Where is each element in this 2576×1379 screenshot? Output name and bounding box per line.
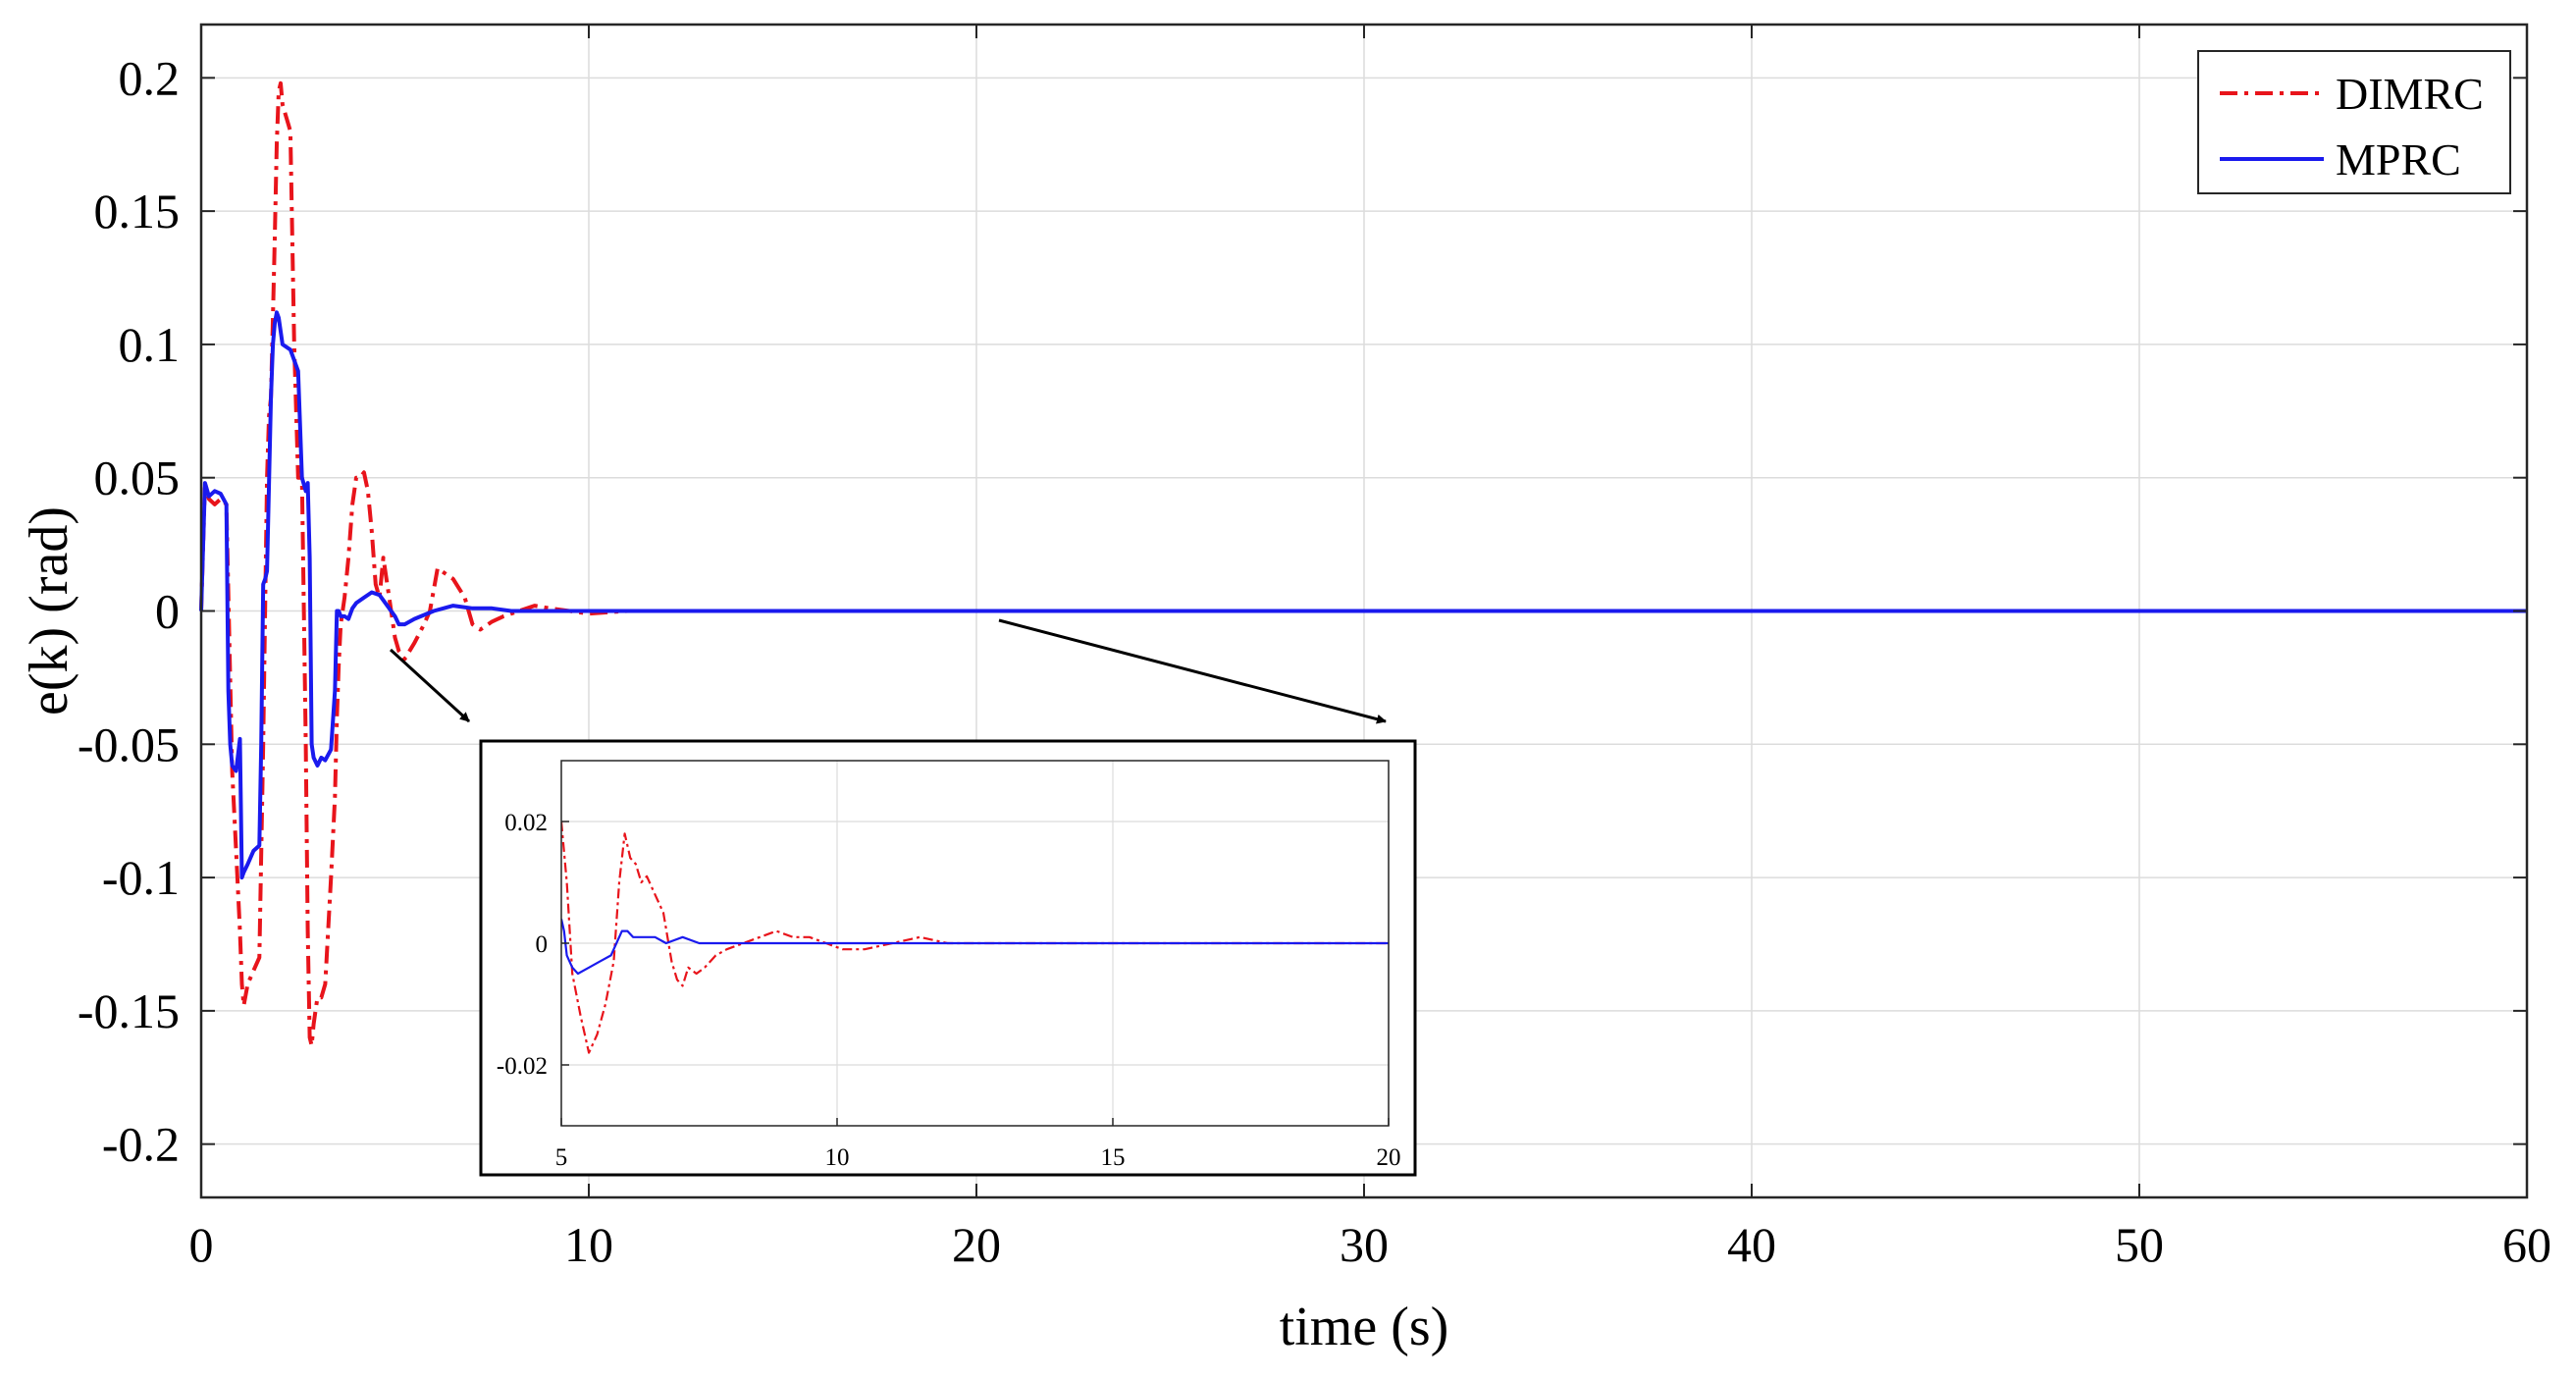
inset-y-tick-label: -0.02	[497, 1053, 548, 1080]
x-tick-label: 30	[1340, 1217, 1389, 1272]
legend-label-dimrc: DIMRC	[2336, 69, 2484, 119]
legend-box	[2197, 50, 2511, 194]
y-tick-label: 0.05	[94, 451, 181, 505]
series-line-mprc	[199, 310, 2527, 880]
series-line-mprc	[561, 918, 1389, 976]
y-tick-label: 0	[155, 584, 180, 639]
x-axis-label: time (s)	[1280, 1297, 1449, 1357]
y-tick-label: 0.2	[119, 50, 181, 105]
inset-plot-series	[561, 821, 1389, 1054]
x-tick-label: 20	[952, 1217, 1001, 1272]
inset-x-tick-label: 20	[1377, 1144, 1401, 1171]
zoom-arrow-left	[389, 648, 471, 723]
y-tick-label: -0.2	[102, 1117, 180, 1172]
main-plot-series	[199, 80, 2527, 1048]
x-tick-label: 60	[2502, 1217, 2551, 1272]
y-tick-label: -0.1	[102, 850, 180, 905]
y-tick-label: -0.05	[78, 716, 180, 771]
legend-label-mprc: MPRC	[2336, 134, 2461, 185]
inset-x-tick-label: 10	[825, 1144, 850, 1171]
inset-y-tick-label: 0	[536, 931, 549, 958]
legend: DIMRC MPRC	[2197, 50, 2511, 194]
y-tick-label: 0.15	[94, 184, 181, 239]
y-axis-label: e(k) (rad)	[19, 506, 79, 716]
x-tick-label: 10	[564, 1217, 613, 1272]
inset-y-tick-label: 0.02	[504, 810, 548, 836]
inset-axis-ticks: 5 10 15 20 0.02 0 -0.02	[497, 810, 1401, 1171]
inset-x-tick-label: 15	[1101, 1144, 1126, 1171]
y-tick-label: -0.15	[78, 983, 180, 1038]
x-tick-label: 0	[189, 1217, 214, 1272]
zoom-arrow-right	[998, 618, 1387, 724]
inset-x-tick-label: 5	[555, 1144, 568, 1171]
inset-zoom: 5 10 15 20 0.02 0 -0.02	[479, 739, 1417, 1177]
series-line-dimrc	[561, 821, 1389, 1054]
inset-background	[479, 739, 1417, 1177]
y-tick-label: 0.1	[119, 317, 181, 372]
zoom-arrows	[389, 618, 1387, 724]
main-axis-ticks: 0 10 20 30 40 50 600.20.150.10.050-0.05-0.1-0.…	[78, 25, 2551, 1272]
x-tick-label: 50	[2115, 1217, 2164, 1272]
x-tick-label: 40	[1727, 1217, 1776, 1272]
series-line-dimrc	[199, 80, 2527, 1048]
